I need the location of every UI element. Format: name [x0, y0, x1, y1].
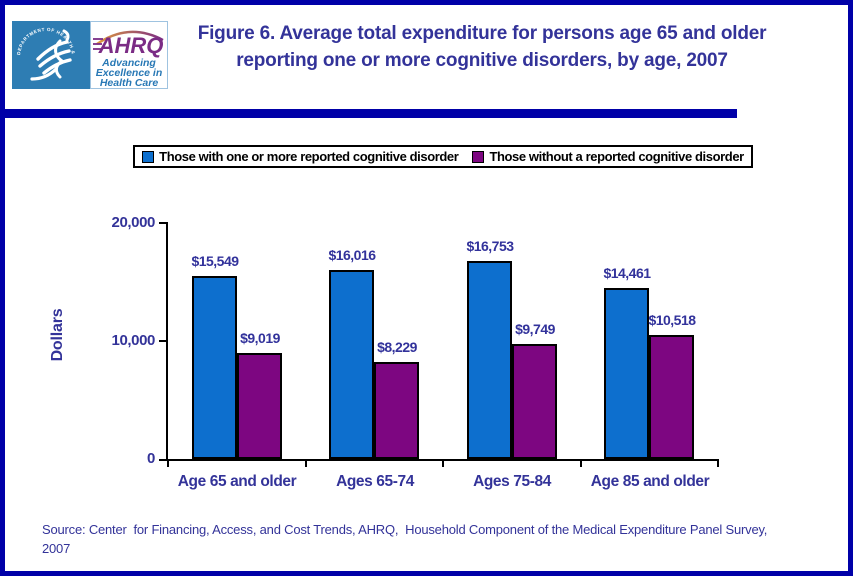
bar-series2-group3: [512, 344, 557, 459]
y-axis-line: [166, 223, 168, 461]
bar-series1-group3: [467, 261, 512, 459]
ahrq-tagline: Advancing Excellence in Health Care: [96, 57, 163, 89]
source-line2: 2007: [42, 541, 71, 556]
ahrq-speedlines-icon: [93, 38, 103, 50]
x-tick-2: [442, 459, 444, 467]
value-label-series1-group4: $14,461: [603, 265, 651, 281]
bar-series2-group4: [649, 335, 694, 459]
svg-text:Advancing: Advancing: [101, 57, 156, 69]
value-label-series2-group3: $9,749: [515, 321, 555, 337]
value-label-series2-group4: $10,518: [648, 312, 696, 328]
bar-series1-group1: [192, 276, 237, 459]
hhs-seal-icon: DEPARTMENT OF HEALTH & HUMAN SERVICES · …: [12, 21, 90, 89]
y-axis-title: Dollars: [49, 308, 66, 362]
figure-title-line2: reporting one or more cognitive disorder…: [236, 50, 728, 71]
x-tick-1: [305, 459, 307, 467]
source-note: Source: Center for Financing, Access, an…: [42, 520, 817, 558]
x-tick-4: [717, 459, 719, 467]
ahrq-arc-icon: [96, 30, 164, 45]
header-rule: [5, 109, 737, 118]
value-label-series2-group1: $9,019: [240, 330, 280, 346]
x-tick-3: [580, 459, 582, 467]
bar-series1-group4: [604, 288, 649, 459]
legend-label-1: Those with one or more reported cognitiv…: [159, 149, 459, 164]
legend-swatch-2: [472, 150, 485, 163]
hhs-eagle-icon: [30, 29, 72, 81]
x-category-label-3: Ages 75-84: [473, 473, 551, 490]
legend-swatch-1: [142, 150, 155, 163]
svg-text:Health Care: Health Care: [100, 77, 159, 89]
figure-title: Figure 6. Average total expenditure for …: [173, 20, 791, 74]
bar-chart: Dollars 0 10,000 20,000 $15,549 $9,019 Age 65…: [5, 5, 848, 571]
ahrq-acronym: AHRQ: [98, 33, 164, 58]
value-label-series2-group2: $8,229: [377, 339, 417, 355]
svg-text:Excellence in: Excellence in: [96, 67, 163, 79]
y-tick-label-2: 20,000: [111, 214, 156, 231]
y-tick-1: [159, 340, 168, 342]
chart-legend: Those with one or more reported cognitiv…: [133, 145, 753, 168]
ahrq-logo: AHRQ Advancing Excellence in Health Care: [90, 21, 168, 89]
value-label-series1-group1: $15,549: [191, 253, 239, 269]
bar-series2-group1: [237, 353, 282, 459]
value-label-series1-group3: $16,753: [466, 238, 514, 254]
y-tick-label-0: 0: [147, 450, 155, 467]
value-label-series1-group2: $16,016: [328, 247, 376, 263]
bar-series1-group2: [329, 270, 374, 459]
x-axis-line: [159, 459, 718, 461]
y-tick-label-1: 10,000: [111, 332, 156, 349]
figure-title-line1: Figure 6. Average total expenditure for …: [197, 23, 767, 44]
legend-item-2: Those without a reported cognitive disor…: [472, 149, 744, 164]
x-category-label-2: Ages 65-74: [336, 473, 414, 490]
x-category-label-4: Age 85 and older: [590, 473, 710, 490]
y-tick-2: [159, 222, 168, 224]
legend-item-1: Those with one or more reported cognitiv…: [142, 149, 459, 164]
x-category-label-1: Age 65 and older: [177, 473, 297, 490]
source-line1: Source: Center for Financing, Access, an…: [42, 522, 768, 537]
x-tick-0: [167, 459, 169, 467]
agency-logo: DEPARTMENT OF HEALTH & HUMAN SERVICES · …: [12, 21, 168, 89]
bar-series2-group2: [374, 362, 419, 459]
legend-label-2: Those without a reported cognitive disor…: [489, 149, 744, 164]
